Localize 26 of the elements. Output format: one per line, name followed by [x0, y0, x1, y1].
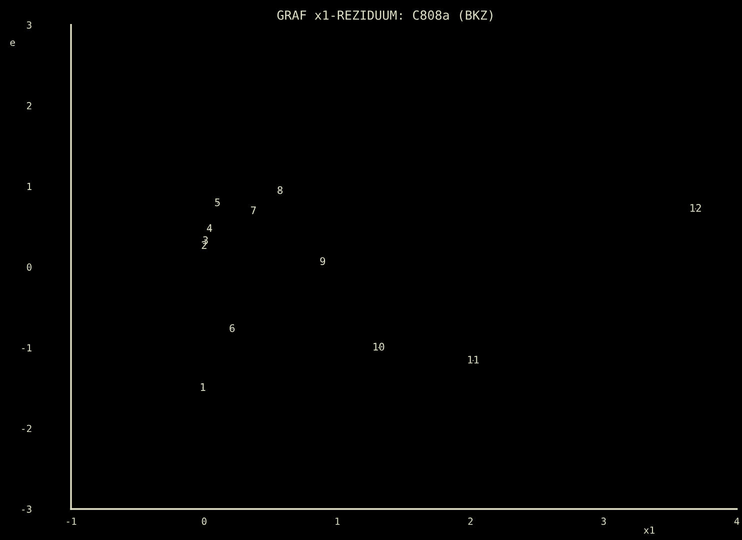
y-axis-title: e: [10, 40, 15, 46]
x-tick-label: -1: [66, 518, 76, 525]
annotation: 7: [251, 206, 256, 214]
annotation: 9: [320, 257, 326, 266]
x-axis-title: x1: [644, 526, 654, 534]
y-tick-label: 2: [26, 102, 32, 110]
annotation: 1: [200, 383, 206, 391]
y-tick-label: -1: [22, 344, 32, 352]
annotation: 6: [230, 324, 235, 332]
annotation: 8: [278, 186, 283, 194]
x-tick-label: 1: [336, 518, 340, 525]
annotation: 4: [206, 224, 212, 232]
x-tick-label: 2: [468, 518, 473, 525]
y-tick-label: 3: [26, 21, 32, 29]
y-tick-label: -3: [22, 506, 32, 513]
chart-title: GRAF x1-REZIDUUM: C808a (BKZ): [277, 10, 492, 22]
x-tick-label: 3: [601, 518, 606, 525]
y-tick-label: 0: [26, 263, 32, 271]
annotation: 12: [690, 204, 701, 212]
annotation: 11: [468, 356, 479, 364]
x-tick-label: 0: [202, 518, 206, 525]
y-tick-label: 1: [27, 182, 32, 190]
annotation: 10: [374, 342, 384, 351]
y-tick-label: -2: [22, 424, 32, 432]
annotation: 5: [215, 198, 220, 206]
x-tick-label: 4: [734, 518, 740, 525]
